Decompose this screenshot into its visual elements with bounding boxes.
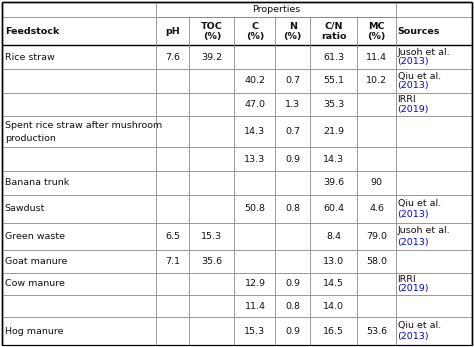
Text: 0.9: 0.9 <box>285 327 300 336</box>
Text: Sawdust: Sawdust <box>5 204 45 213</box>
Text: 79.0: 79.0 <box>366 232 387 241</box>
Text: 0.7: 0.7 <box>285 127 300 136</box>
Text: 35.3: 35.3 <box>323 100 344 109</box>
Text: 14.3: 14.3 <box>323 155 344 164</box>
Text: N
(%): N (%) <box>283 22 302 41</box>
Text: 50.8: 50.8 <box>245 204 265 213</box>
Text: 7.6: 7.6 <box>165 53 180 62</box>
Text: 14.5: 14.5 <box>323 279 344 288</box>
Text: 90: 90 <box>371 178 383 187</box>
Text: 11.4: 11.4 <box>245 302 265 311</box>
Text: 13.3: 13.3 <box>244 155 265 164</box>
Text: Feedstock: Feedstock <box>5 27 59 36</box>
Text: 16.5: 16.5 <box>323 327 344 336</box>
Text: TOC
(%): TOC (%) <box>201 22 223 41</box>
Text: 14.3: 14.3 <box>245 127 265 136</box>
Text: (2013): (2013) <box>398 57 429 66</box>
Text: 39.2: 39.2 <box>201 53 222 62</box>
Text: (2013): (2013) <box>398 238 429 247</box>
Text: 35.6: 35.6 <box>201 257 222 266</box>
Text: Rice straw: Rice straw <box>5 53 55 62</box>
Text: Qiu et al.: Qiu et al. <box>398 71 441 81</box>
Text: 7.1: 7.1 <box>165 257 180 266</box>
Text: Qiu et al.: Qiu et al. <box>398 198 441 208</box>
Text: IRRI: IRRI <box>398 95 416 104</box>
Text: C/N
ratio: C/N ratio <box>321 22 346 41</box>
Text: Goat manure: Goat manure <box>5 257 67 266</box>
Text: pH: pH <box>165 27 180 36</box>
Text: 14.0: 14.0 <box>323 302 344 311</box>
Text: 21.9: 21.9 <box>323 127 344 136</box>
Text: 0.8: 0.8 <box>285 302 300 311</box>
Text: (2013): (2013) <box>398 81 429 90</box>
Text: 8.4: 8.4 <box>326 232 341 241</box>
Text: 58.0: 58.0 <box>366 257 387 266</box>
Text: Green waste: Green waste <box>5 232 65 241</box>
Text: 55.1: 55.1 <box>323 76 344 85</box>
Text: 40.2: 40.2 <box>245 76 265 85</box>
Text: (2013): (2013) <box>398 332 429 341</box>
Text: 11.4: 11.4 <box>366 53 387 62</box>
Text: 6.5: 6.5 <box>165 232 180 241</box>
Text: 0.9: 0.9 <box>285 279 300 288</box>
Text: C
(%): C (%) <box>246 22 264 41</box>
Text: Sources: Sources <box>398 27 440 36</box>
Text: 15.3: 15.3 <box>245 327 265 336</box>
Text: Hog manure: Hog manure <box>5 327 63 336</box>
Text: 0.9: 0.9 <box>285 155 300 164</box>
Text: 13.0: 13.0 <box>323 257 344 266</box>
Text: (2019): (2019) <box>398 105 429 114</box>
Text: 0.7: 0.7 <box>285 76 300 85</box>
Text: 12.9: 12.9 <box>245 279 265 288</box>
Text: 15.3: 15.3 <box>201 232 222 241</box>
Text: Qiu et al.: Qiu et al. <box>398 321 441 330</box>
Text: MC
(%): MC (%) <box>367 22 386 41</box>
Text: Spent rice straw after mushroom: Spent rice straw after mushroom <box>5 121 162 130</box>
Text: Cow manure: Cow manure <box>5 279 64 288</box>
Text: 10.2: 10.2 <box>366 76 387 85</box>
Text: (2013): (2013) <box>398 210 429 219</box>
Text: 47.0: 47.0 <box>245 100 265 109</box>
Text: 0.8: 0.8 <box>285 204 300 213</box>
Text: IRRI: IRRI <box>398 275 416 284</box>
Text: production: production <box>5 134 55 143</box>
Text: 53.6: 53.6 <box>366 327 387 336</box>
Text: 61.3: 61.3 <box>323 53 344 62</box>
Text: 4.6: 4.6 <box>369 204 384 213</box>
Text: 1.3: 1.3 <box>285 100 300 109</box>
Text: 60.4: 60.4 <box>323 204 344 213</box>
Text: (2019): (2019) <box>398 284 429 293</box>
Text: 39.6: 39.6 <box>323 178 344 187</box>
Text: Banana trunk: Banana trunk <box>5 178 69 187</box>
Text: Properties: Properties <box>252 5 301 14</box>
Text: Jusoh et al.: Jusoh et al. <box>398 48 450 57</box>
Text: Jusoh et al.: Jusoh et al. <box>398 227 450 235</box>
